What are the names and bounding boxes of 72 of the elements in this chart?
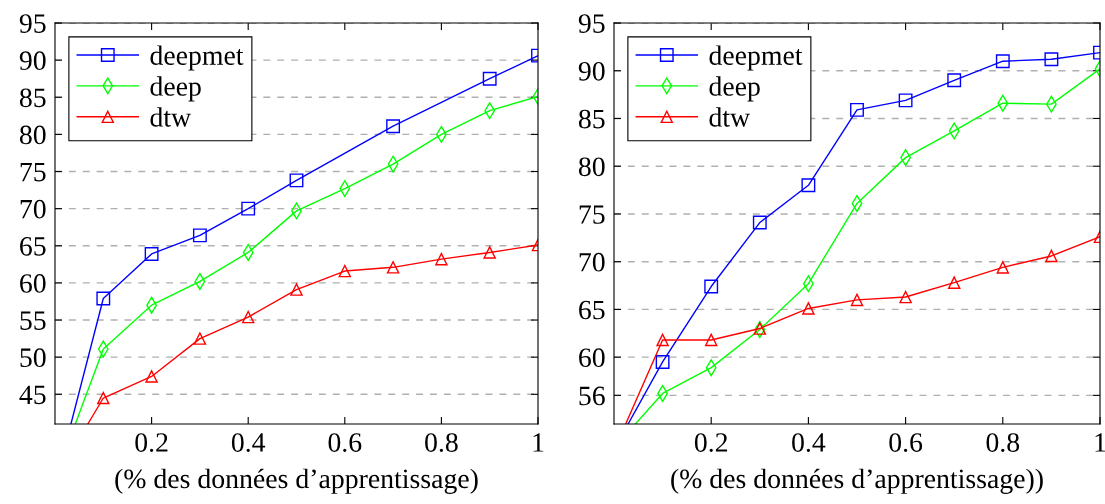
x-tick-label: 0.8: [425, 433, 458, 452]
x-tick-label: 0.4: [231, 433, 266, 452]
point: [145, 370, 158, 383]
point: [656, 333, 669, 347]
legend-label: deep: [150, 76, 201, 102]
point: [1045, 249, 1058, 263]
point: [899, 290, 912, 304]
x-tick-label: 0.6: [889, 433, 923, 452]
x-tick-label: 0.6: [328, 433, 362, 452]
y-tick-label: 60: [579, 348, 605, 368]
y-tick-label: 65: [579, 300, 605, 320]
y-tick-label: 85: [578, 109, 605, 129]
point: [947, 276, 961, 289]
point: [1044, 52, 1059, 67]
point: [850, 293, 864, 307]
point: [96, 291, 111, 306]
point: [898, 93, 913, 108]
legend-label: deepmet: [709, 45, 803, 71]
y-tick-label: 56: [579, 386, 605, 406]
point: [290, 283, 303, 296]
x-tick-label: 0.2: [694, 433, 728, 452]
y-tick-label: 95: [19, 14, 46, 33]
point: [482, 71, 497, 86]
point: [704, 279, 719, 294]
point: [801, 178, 816, 193]
point: [241, 310, 255, 324]
legend-label: deep: [709, 76, 760, 102]
y-tick-label: 45: [19, 385, 46, 405]
y-tick-label: 50: [20, 348, 46, 368]
point: [704, 333, 718, 347]
legend-label: dtw: [709, 107, 750, 127]
y-tick-label: 80: [578, 157, 605, 177]
point: [996, 261, 1010, 274]
point: [193, 332, 207, 345]
y-tick-label: 70: [579, 252, 605, 272]
point: [192, 228, 207, 243]
y-tick-label: 90: [19, 51, 46, 71]
point: [947, 73, 962, 88]
x-tick-label: 0.8: [986, 433, 1020, 452]
x-tick-label: 1: [533, 433, 544, 452]
x-tick-label: 1: [1095, 433, 1105, 452]
point: [386, 261, 400, 274]
point: [144, 247, 159, 261]
legend-label: dtw: [150, 107, 191, 127]
point: [995, 54, 1010, 69]
point: [97, 391, 110, 405]
y-tick-label: 55: [20, 311, 46, 330]
point: [338, 264, 352, 278]
y-tick-label: 75: [579, 205, 605, 224]
y-tick-label: 60: [20, 274, 46, 293]
x-tick-label: 0.4: [792, 433, 826, 452]
point: [435, 252, 448, 266]
y-tick-label: 70: [20, 199, 46, 219]
y-tick-label: 90: [578, 61, 605, 81]
y-tick-label: 75: [20, 162, 46, 182]
legend-label: deepmet: [150, 45, 244, 71]
y-tick-label: 65: [20, 237, 46, 256]
point: [386, 119, 401, 134]
y-tick-label: 95: [578, 14, 605, 33]
x-tick-label: 0.2: [135, 433, 168, 452]
point: [289, 173, 304, 188]
x-axis-title: (% des données d’apprentissage)): [671, 468, 1043, 494]
y-tick-label: 80: [19, 125, 46, 145]
point: [752, 215, 767, 230]
y-tick-label: 85: [19, 88, 46, 108]
x-axis-title: (% des données d’apprentissage): [115, 468, 478, 494]
point: [753, 322, 767, 335]
point: [850, 102, 864, 117]
point: [802, 302, 815, 315]
point: [241, 201, 256, 216]
point: [655, 354, 670, 369]
point: [483, 246, 496, 259]
